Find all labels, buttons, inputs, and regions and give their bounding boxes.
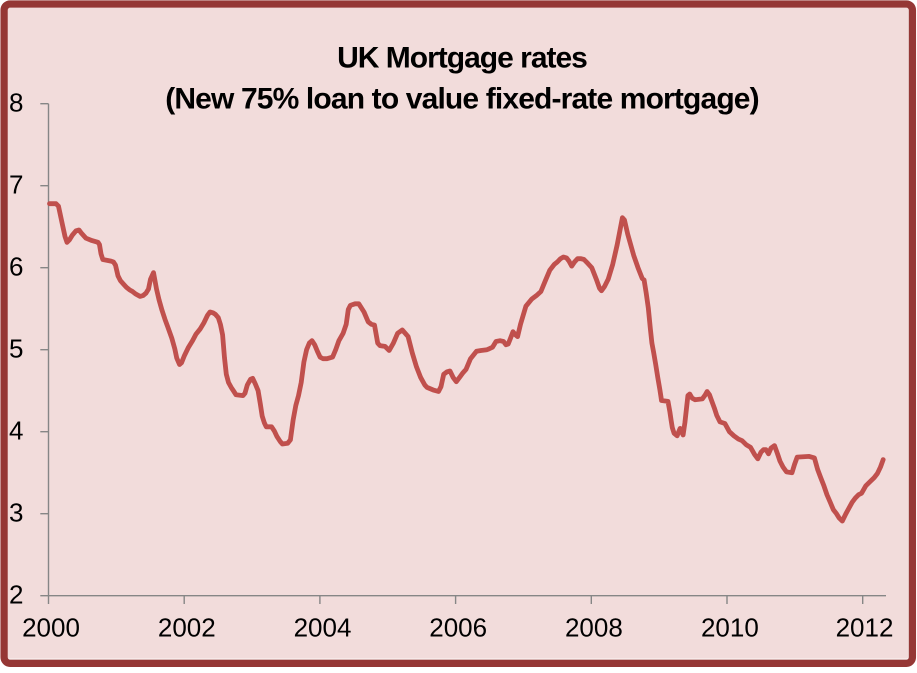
svg-text:2000: 2000: [22, 613, 80, 643]
svg-text:4: 4: [9, 416, 23, 446]
svg-text:5: 5: [9, 334, 23, 364]
svg-text:(New 75% loan to value fixed-r: (New 75% loan to value fixed-rate mortga…: [165, 83, 759, 116]
svg-text:3: 3: [9, 498, 23, 528]
svg-text:2008: 2008: [565, 613, 623, 643]
svg-text:7: 7: [9, 170, 23, 200]
svg-text:6: 6: [9, 252, 23, 282]
svg-text:8: 8: [9, 88, 23, 118]
svg-text:2002: 2002: [158, 613, 216, 643]
svg-text:2: 2: [9, 580, 23, 610]
svg-text:2010: 2010: [701, 613, 759, 643]
svg-text:2012: 2012: [836, 613, 894, 643]
svg-text:2004: 2004: [294, 613, 352, 643]
svg-text:UK Mortgage rates: UK Mortgage rates: [337, 42, 587, 75]
svg-text:2006: 2006: [429, 613, 487, 643]
